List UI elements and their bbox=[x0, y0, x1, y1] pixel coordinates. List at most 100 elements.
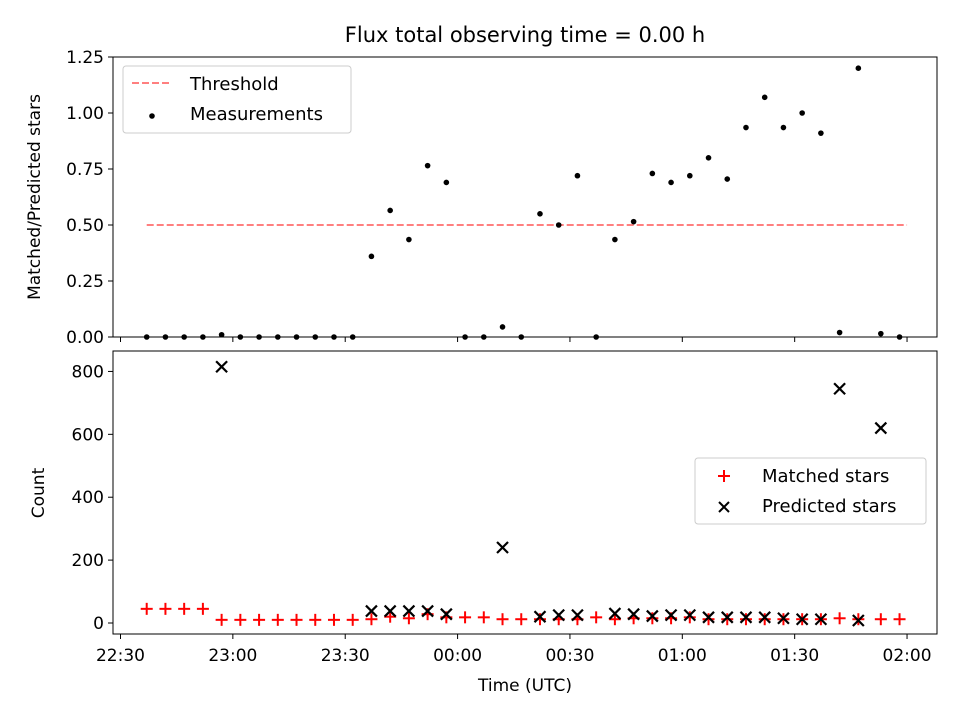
matched-star-marker bbox=[346, 613, 359, 626]
measurement-point bbox=[668, 179, 674, 186]
top-y-tick-label: 1.25 bbox=[66, 48, 104, 68]
matched-star-marker bbox=[874, 613, 887, 626]
predicted-star-marker bbox=[627, 607, 640, 621]
bottom-plot-frame bbox=[112, 350, 938, 635]
bottom-x-ticks: 22:30 23:00 23:30 00:00 00:30 01:00 01:30 02:00 bbox=[96, 634, 932, 666]
bottom-x-axis-label: Time (UTC) bbox=[477, 676, 572, 696]
chart-title: Flux total observing time = 0.00 h bbox=[345, 23, 705, 47]
top-y-tick-label: 0.75 bbox=[66, 160, 104, 180]
predicted-star-marker bbox=[440, 607, 453, 621]
bottom-predicted-markers bbox=[215, 360, 888, 627]
matched-star-marker bbox=[215, 613, 228, 626]
predicted-star-marker bbox=[833, 382, 846, 396]
legend-matched-swatch bbox=[718, 470, 730, 482]
predicted-star-marker bbox=[852, 614, 865, 627]
x-tick-label: 00:00 bbox=[433, 646, 482, 666]
measurement-point bbox=[218, 331, 225, 338]
x-tick-label: 23:00 bbox=[208, 646, 257, 666]
predicted-star-marker bbox=[683, 608, 697, 622]
matched-star-marker bbox=[496, 613, 509, 626]
matched-star-marker bbox=[477, 611, 490, 624]
predicted-star-marker bbox=[552, 608, 565, 622]
x-tick-label: 00:30 bbox=[545, 646, 594, 666]
matched-star-marker bbox=[365, 613, 378, 626]
matched-star-marker bbox=[739, 613, 752, 626]
matched-star-marker bbox=[384, 610, 397, 623]
matched-star-marker bbox=[608, 613, 621, 626]
predicted-star-marker bbox=[608, 607, 622, 620]
measurement-point bbox=[818, 130, 824, 136]
x-tick-label: 02:00 bbox=[883, 646, 932, 666]
x-tick-label: 01:00 bbox=[658, 646, 707, 666]
matched-star-marker bbox=[683, 611, 696, 624]
matched-star-marker bbox=[893, 613, 906, 626]
top-legend-box bbox=[122, 65, 352, 134]
legend-matched-label: Matched stars bbox=[762, 466, 889, 487]
legend-measurements-label: Measurements bbox=[190, 104, 323, 125]
bottom-y-tick-label: 400 bbox=[72, 488, 104, 508]
predicted-star-marker bbox=[496, 541, 509, 554]
measurement-point bbox=[855, 65, 862, 71]
measurement-point bbox=[761, 94, 768, 101]
predicted-star-marker bbox=[874, 421, 888, 435]
predicted-star-marker bbox=[383, 604, 397, 618]
matched-star-marker bbox=[702, 613, 715, 626]
measurement-point bbox=[799, 110, 805, 116]
legend-predicted-label: Predicted stars bbox=[762, 496, 896, 517]
legend-predicted-swatch bbox=[718, 501, 730, 513]
bottom-y-tick-label: 200 bbox=[72, 551, 104, 571]
top-y-tick-label: 1.00 bbox=[66, 104, 104, 124]
bottom-y-tick-label: 0 bbox=[93, 614, 104, 634]
predicted-star-marker bbox=[571, 608, 584, 622]
matched-star-marker bbox=[646, 612, 659, 625]
measurement-point bbox=[443, 179, 450, 186]
predicted-star-marker bbox=[739, 611, 753, 624]
matched-star-marker bbox=[196, 602, 209, 615]
measurement-point bbox=[836, 329, 843, 336]
predicted-star-marker bbox=[402, 604, 416, 618]
x-tick-label: 01:30 bbox=[770, 646, 819, 666]
top-y-tick-label: 0.25 bbox=[66, 272, 104, 292]
legend-threshold-label: Threshold bbox=[189, 74, 279, 95]
predicted-star-marker bbox=[702, 611, 715, 624]
top-panel: 0.00 0.25 0.50 0.75 1.00 1.25 Matched/Predict… bbox=[25, 48, 938, 348]
x-tick-label: 23:30 bbox=[321, 646, 370, 666]
bottom-y-axis-label: Count bbox=[29, 467, 49, 518]
matched-star-marker bbox=[833, 612, 846, 625]
top-y-tick-label: 0.00 bbox=[66, 328, 104, 348]
measurement-point bbox=[368, 253, 375, 260]
measurement-point bbox=[878, 330, 884, 337]
measurement-point bbox=[630, 218, 637, 225]
bottom-legend-box bbox=[694, 457, 927, 525]
predicted-star-marker bbox=[814, 612, 828, 626]
bottom-y-tick-label: 800 bbox=[72, 362, 104, 382]
measurement-point bbox=[387, 207, 393, 214]
predicted-star-marker bbox=[664, 608, 678, 622]
predicted-star-marker bbox=[720, 611, 734, 624]
measurement-point bbox=[687, 172, 693, 179]
measurement-point bbox=[555, 222, 562, 228]
top-x-ticks bbox=[119, 337, 908, 342]
predicted-star-marker bbox=[758, 611, 771, 624]
bottom-y-ticks: 0 200 400 600 800 bbox=[72, 362, 113, 634]
measurement-point bbox=[780, 124, 787, 131]
measurement-point bbox=[406, 236, 412, 243]
bottom-y-tick-label: 600 bbox=[72, 425, 104, 445]
matched-star-marker bbox=[271, 613, 284, 626]
measurement-point bbox=[649, 170, 656, 177]
matched-star-marker bbox=[290, 613, 303, 626]
predicted-star-marker bbox=[646, 609, 659, 623]
top-y-axis-label: Matched/Predicted stars bbox=[25, 94, 45, 300]
matched-star-marker bbox=[253, 613, 266, 626]
legend-measurements-swatch bbox=[149, 113, 155, 119]
measurement-point bbox=[499, 324, 506, 330]
predicted-star-marker bbox=[365, 604, 378, 618]
top-plot-frame bbox=[112, 56, 938, 338]
matched-star-marker bbox=[309, 613, 322, 626]
measurement-point bbox=[574, 172, 581, 179]
x-tick-label: 22:30 bbox=[96, 646, 145, 666]
matched-star-marker bbox=[159, 602, 172, 615]
matched-star-marker bbox=[140, 602, 153, 615]
predicted-star-marker bbox=[421, 604, 434, 618]
matched-star-marker bbox=[721, 613, 734, 626]
